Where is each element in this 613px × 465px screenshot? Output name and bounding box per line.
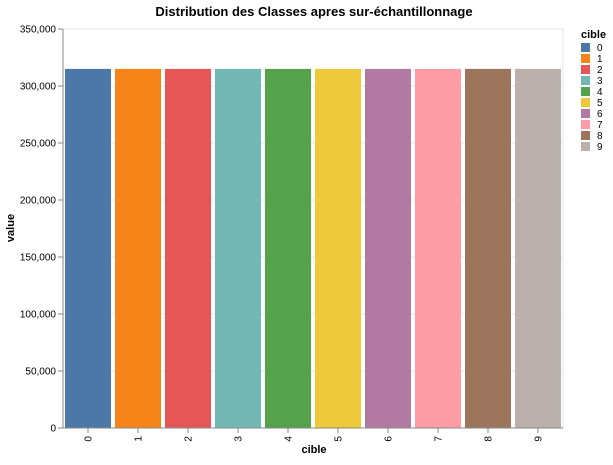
legend-label-5: 5	[597, 98, 603, 109]
legend-label-3: 3	[597, 76, 603, 87]
bar-4	[265, 68, 311, 429]
legend-label-2: 2	[597, 65, 603, 76]
x-tick-label: 8	[484, 436, 495, 442]
bar-6	[365, 68, 411, 429]
x-tick-label: 4	[284, 436, 295, 442]
legend-label-4: 4	[597, 87, 603, 98]
legend-label-1: 1	[597, 54, 603, 65]
legend-swatch-9	[581, 142, 590, 151]
legend-swatch-8	[581, 131, 590, 140]
bar-8	[465, 68, 511, 429]
x-tick-label: 6	[384, 436, 395, 442]
legend-label-6: 6	[597, 109, 603, 120]
legend-label-8: 8	[597, 131, 603, 142]
legend-label-7: 7	[597, 120, 603, 131]
y-axis-title: value	[5, 214, 17, 242]
x-axis-title: cible	[301, 444, 326, 456]
x-tick-label: 0	[84, 436, 95, 442]
bar-2	[165, 68, 211, 429]
y-tick-label: 0	[50, 424, 56, 435]
y-tick-label: 250,000	[20, 139, 57, 150]
legend-title: cible	[581, 29, 606, 41]
y-tick-label: 100,000	[20, 310, 57, 321]
x-tick-label: 3	[234, 436, 245, 442]
bar-3	[215, 68, 261, 429]
x-tick-label: 7	[434, 436, 445, 442]
bar-1	[115, 68, 161, 429]
y-tick-label: 300,000	[20, 82, 57, 93]
y-tick-label: 50,000	[25, 367, 56, 378]
legend-swatch-6	[581, 109, 590, 118]
legend-swatch-1	[581, 54, 590, 63]
y-tick-label: 150,000	[20, 253, 57, 264]
x-tick-label: 2	[184, 436, 195, 442]
legend-swatch-5	[581, 98, 590, 107]
legend-swatch-3	[581, 76, 590, 85]
legend-swatch-2	[581, 65, 590, 74]
x-tick-label: 1	[134, 436, 145, 442]
legend-label-9: 9	[597, 142, 603, 153]
bar-7	[415, 68, 461, 429]
bars	[65, 68, 561, 429]
x-tick-label: 9	[534, 436, 545, 442]
axes: 0 50,000 100,000 150,000 200,000 250,000 300,0…	[20, 25, 563, 442]
bar-5	[315, 68, 361, 429]
legend-swatch-4	[581, 87, 590, 96]
chart-title: Distribution des Classes apres sur-échan…	[155, 4, 472, 19]
x-tick-label: 5	[334, 436, 345, 442]
y-tick-label: 200,000	[20, 196, 57, 207]
legend-swatch-0	[581, 43, 590, 52]
bar-9	[515, 68, 561, 429]
bar-0	[65, 68, 111, 429]
legend-swatch-7	[581, 120, 590, 129]
y-tick-label: 350,000	[20, 25, 57, 36]
legend-label-0: 0	[597, 43, 603, 54]
